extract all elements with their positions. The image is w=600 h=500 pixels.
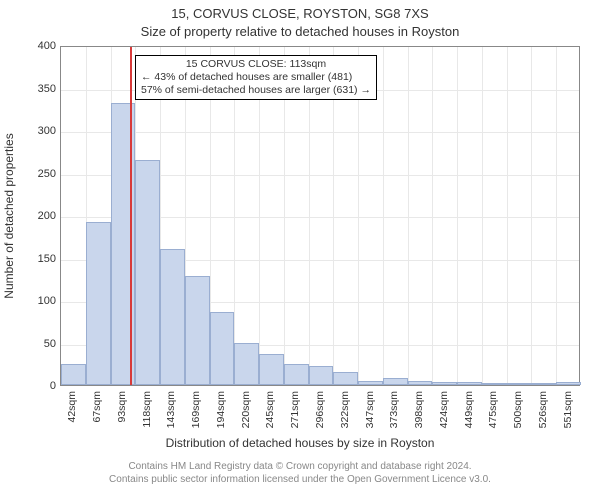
property-marker-line <box>130 47 132 385</box>
x-tick-label: 67sqm <box>91 391 103 423</box>
annotation-line: 15 CORVUS CLOSE: 113sqm <box>141 58 371 71</box>
plot-area: 15 CORVUS CLOSE: 113sqm← 43% of detached… <box>60 46 580 386</box>
x-tick-label: 373sqm <box>388 391 400 428</box>
histogram-bar <box>135 160 160 385</box>
x-tick-label: 296sqm <box>314 391 326 428</box>
x-tick-label: 322sqm <box>339 391 351 428</box>
histogram-bar <box>185 276 210 385</box>
histogram-bar <box>358 381 383 385</box>
gridline-v <box>531 47 532 385</box>
annotation-line: 57% of semi-detached houses are larger (… <box>141 84 371 97</box>
histogram-bar <box>309 366 334 385</box>
annotation-box: 15 CORVUS CLOSE: 113sqm← 43% of detached… <box>135 55 377 100</box>
footer-line-2: Contains public sector information licen… <box>0 473 600 486</box>
x-tick-label: 271sqm <box>289 391 301 428</box>
histogram-bar <box>457 382 482 385</box>
footer-line-1: Contains HM Land Registry data © Crown c… <box>0 460 600 473</box>
gridline-v <box>383 47 384 385</box>
histogram-bar <box>531 383 556 385</box>
x-tick-label: 551sqm <box>562 391 574 428</box>
histogram-bar <box>284 364 309 385</box>
x-tick-label: 500sqm <box>512 391 524 428</box>
gridline-h <box>61 132 579 133</box>
y-tick-label: 200 <box>16 210 56 222</box>
x-tick-label: 449sqm <box>463 391 475 428</box>
y-tick-label: 400 <box>16 40 56 52</box>
x-tick-label: 424sqm <box>438 391 450 428</box>
y-tick-label: 250 <box>16 168 56 180</box>
x-tick-label: 398sqm <box>413 391 425 428</box>
title-line-2: Size of property relative to detached ho… <box>0 24 600 39</box>
x-tick-label: 526sqm <box>537 391 549 428</box>
y-tick-label: 50 <box>16 338 56 350</box>
x-tick-label: 194sqm <box>215 391 227 428</box>
histogram-bar <box>259 354 284 385</box>
x-tick-label: 475sqm <box>487 391 499 428</box>
gridline-v <box>556 47 557 385</box>
histogram-bar <box>234 343 259 386</box>
y-tick-label: 100 <box>16 295 56 307</box>
title-line-1: 15, CORVUS CLOSE, ROYSTON, SG8 7XS <box>0 6 600 21</box>
histogram-bar <box>333 372 358 385</box>
y-tick-label: 0 <box>16 380 56 392</box>
histogram-bar <box>160 249 185 385</box>
x-tick-label: 347sqm <box>364 391 376 428</box>
histogram-bar <box>556 382 581 385</box>
annotation-line: ← 43% of detached houses are smaller (48… <box>141 71 371 84</box>
x-tick-label: 93sqm <box>116 391 128 423</box>
x-tick-label: 245sqm <box>264 391 276 428</box>
x-tick-label: 169sqm <box>190 391 202 428</box>
gridline-v <box>457 47 458 385</box>
x-tick-label: 118sqm <box>141 391 153 428</box>
histogram-bar <box>507 383 532 385</box>
x-tick-label: 220sqm <box>240 391 252 428</box>
histogram-bar <box>408 381 433 385</box>
histogram-bar <box>432 382 457 385</box>
footer-attribution: Contains HM Land Registry data © Crown c… <box>0 460 600 486</box>
histogram-bar <box>86 222 111 385</box>
histogram-bar <box>210 312 235 385</box>
gridline-v <box>482 47 483 385</box>
gridline-v <box>432 47 433 385</box>
histogram-bar <box>482 383 507 385</box>
y-tick-label: 300 <box>16 125 56 137</box>
y-tick-label: 350 <box>16 83 56 95</box>
gridline-v <box>507 47 508 385</box>
histogram-bar <box>61 364 86 385</box>
y-axis-label: Number of detached properties <box>2 133 16 298</box>
histogram-bar <box>383 378 408 385</box>
y-tick-label: 150 <box>16 253 56 265</box>
x-tick-label: 143sqm <box>165 391 177 428</box>
x-tick-label: 42sqm <box>66 391 78 423</box>
gridline-v <box>408 47 409 385</box>
x-axis-label: Distribution of detached houses by size … <box>0 436 600 450</box>
